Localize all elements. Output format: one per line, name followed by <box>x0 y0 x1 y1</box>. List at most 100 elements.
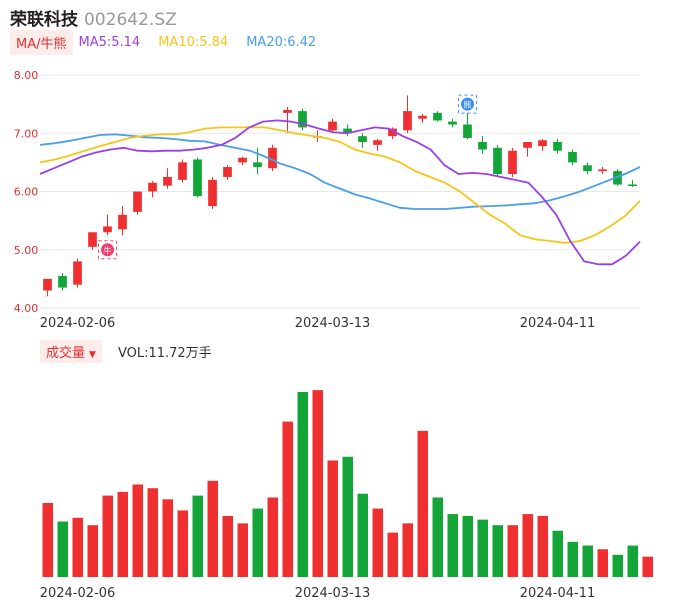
volume-bar <box>492 525 503 577</box>
volume-indicator-selector[interactable]: 成交量 ▼ <box>40 339 102 363</box>
price-tick-label: 7.00 <box>14 127 39 140</box>
candle <box>118 206 127 236</box>
candle-body <box>523 141 532 148</box>
candle-body <box>118 214 127 230</box>
volume-bar <box>237 523 248 577</box>
candle-body <box>403 111 412 131</box>
volume-bar <box>522 514 533 577</box>
volume-bar <box>597 549 608 577</box>
candle <box>163 168 172 189</box>
marker-label: 熊 <box>464 100 472 110</box>
candle <box>253 147 262 175</box>
volume-bar <box>297 392 308 577</box>
bear-marker-icon: 熊 <box>458 94 477 114</box>
price-tick-label: 6.00 <box>14 186 39 199</box>
ma5-legend: MA5:5.14 <box>78 34 141 50</box>
volume-bar <box>177 510 188 577</box>
volume-bar <box>642 556 653 577</box>
volume-bar <box>432 497 443 577</box>
candle-body <box>598 169 607 172</box>
candle-body <box>58 275 67 288</box>
candle-body <box>253 162 262 168</box>
marker-label: 牛 <box>104 245 112 255</box>
price-tick-label: 8.00 <box>14 69 39 82</box>
volume-bar <box>507 525 518 577</box>
volume-bar <box>447 514 458 577</box>
marker-frame <box>458 94 477 114</box>
candle <box>373 139 382 151</box>
volume-bar <box>387 532 398 577</box>
candle-body <box>553 141 562 151</box>
ma10-line <box>39 126 641 244</box>
price-date-labels: 2024-02-06 2024-03-13 2024-04-11 <box>40 316 596 330</box>
volume-bar <box>282 421 293 577</box>
candle <box>208 176 217 209</box>
candle <box>58 273 67 291</box>
candle-body <box>283 109 292 113</box>
candles <box>43 95 637 297</box>
price-tick-label: 4.00 <box>14 302 39 315</box>
stock-code: 002642.SZ <box>84 10 177 30</box>
marker-dot <box>101 243 114 257</box>
candle <box>193 157 202 198</box>
candle-body <box>328 121 337 131</box>
candle-body <box>163 176 172 186</box>
candle <box>583 162 592 175</box>
volume-bar <box>222 515 233 577</box>
ma-indicator-selector[interactable]: MA/牛熊 <box>10 29 73 55</box>
volume-bar <box>582 545 593 577</box>
candle-body <box>148 182 157 192</box>
candle-body <box>268 147 277 169</box>
candle <box>283 107 292 134</box>
volume-bar <box>372 508 383 577</box>
volume-bar <box>552 530 563 577</box>
price-date-label: 2024-03-13 <box>295 316 371 330</box>
volume-date-label: 2024-04-11 <box>520 586 596 601</box>
bull-marker-icon: 牛 <box>98 240 117 260</box>
candle <box>433 111 442 122</box>
volume-bar <box>192 495 203 577</box>
price-tick-label: 5.00 <box>14 244 39 257</box>
volume-bar <box>117 491 128 577</box>
candle <box>523 141 532 157</box>
marker-frame <box>98 240 117 260</box>
candle-body <box>463 124 472 138</box>
candle <box>388 127 397 140</box>
volume-bar <box>462 515 473 577</box>
candle-body <box>628 184 637 187</box>
candle <box>238 156 247 166</box>
price-date-label: 2024-04-11 <box>520 316 596 330</box>
candle <box>298 108 307 131</box>
candle <box>553 139 562 154</box>
volume-bar <box>417 430 428 577</box>
volume-bar <box>132 484 143 577</box>
candle-body <box>373 140 382 145</box>
volume-date-label: 2024-03-13 <box>295 586 371 601</box>
candle-body <box>478 141 487 150</box>
candle-body <box>238 157 247 163</box>
candle-body <box>388 128 397 137</box>
candle-body <box>298 111 307 128</box>
volume-bar <box>537 515 548 577</box>
candle <box>463 112 472 140</box>
candle-body <box>133 191 142 212</box>
candle-body <box>193 159 202 197</box>
volume-bar <box>327 460 338 577</box>
volume-bar <box>72 517 83 577</box>
candle-body <box>43 278 52 291</box>
ma20-line <box>39 133 641 210</box>
candle-body <box>433 112 442 121</box>
price-chart[interactable]: 8.007.006.005.004.00 牛熊 2024-02-06 2024-0… <box>0 0 686 330</box>
candle-body <box>508 150 517 175</box>
volume-bar <box>567 541 578 577</box>
candle <box>148 181 157 198</box>
volume-bar <box>102 495 113 577</box>
volume-chart[interactable]: 2024-02-06 2024-03-13 2024-04-11 <box>0 366 686 606</box>
volume-bar <box>42 503 53 577</box>
candle-body <box>358 136 367 142</box>
volume-date-labels: 2024-02-06 2024-03-13 2024-04-11 <box>40 586 596 601</box>
volume-bar <box>57 521 68 577</box>
ma5-line <box>39 119 641 266</box>
candle <box>418 114 427 123</box>
volume-bar <box>87 525 98 577</box>
